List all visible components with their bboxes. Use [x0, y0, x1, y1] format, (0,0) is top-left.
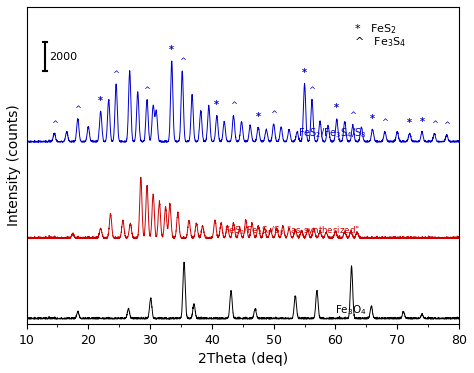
Text: ^: ^ [270, 110, 277, 119]
X-axis label: 2Theta (deq): 2Theta (deq) [198, 352, 288, 366]
Text: *: * [334, 103, 339, 113]
Text: *: * [370, 114, 375, 124]
Text: ^: ^ [113, 70, 119, 79]
Text: FeS$_2$/Fe$_3$S$_4$/S$_8$ "as-synthesized": FeS$_2$/Fe$_3$S$_4$/S$_8$ "as-synthesize… [224, 224, 360, 237]
Text: ^: ^ [349, 111, 356, 120]
Text: ^: ^ [179, 57, 186, 66]
Text: *: * [407, 118, 412, 128]
Text: ^: ^ [51, 120, 58, 129]
Text: 2000: 2000 [49, 52, 77, 62]
Text: *   FeS$_2$: * FeS$_2$ [354, 22, 397, 36]
Text: ^: ^ [431, 120, 438, 129]
Text: *: * [214, 100, 219, 110]
Text: ^: ^ [309, 86, 316, 95]
Text: FeS$_2$/Fe$_3$S$_4$/S$_8$: FeS$_2$/Fe$_3$S$_4$/S$_8$ [299, 126, 367, 140]
Text: ^   Fe$_3$S$_4$: ^ Fe$_3$S$_4$ [354, 35, 406, 49]
Text: Fe$_3$O$_4$: Fe$_3$O$_4$ [336, 304, 367, 317]
Text: ^: ^ [382, 118, 388, 127]
Text: *: * [302, 68, 307, 78]
Text: ^: ^ [443, 122, 450, 131]
Text: *: * [98, 95, 103, 106]
Y-axis label: Intensity (counts): Intensity (counts) [7, 104, 21, 226]
Text: ^: ^ [230, 101, 237, 110]
Text: *: * [256, 112, 261, 122]
Text: *: * [169, 45, 174, 55]
Text: ^: ^ [144, 86, 151, 95]
Text: ^: ^ [74, 105, 81, 114]
Text: *: * [419, 117, 425, 126]
